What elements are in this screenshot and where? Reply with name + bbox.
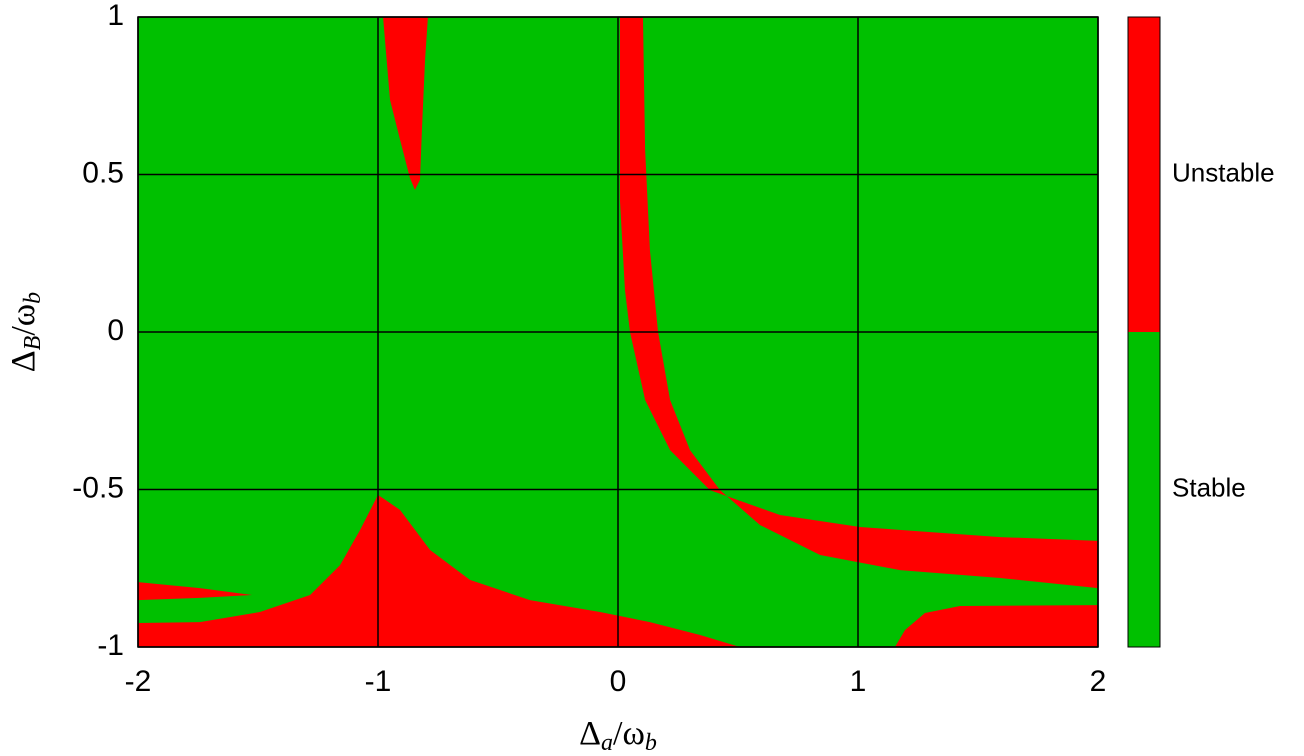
colorbar-frame [1127,16,1161,648]
x-tick-label: -2 [125,665,152,698]
unstable-region [138,582,252,601]
x-tick-label: 2 [1090,665,1107,698]
x-axis-label: Δa/ωb [579,715,657,756]
unstable-region [894,605,1098,647]
y-tick-label: 0 [107,314,124,347]
y-tick-label: -1 [97,629,124,662]
plot-frame [137,16,1099,648]
colorbar-segment [1128,332,1160,647]
x-tick-label: 0 [610,665,627,698]
y-tick-label: 0.5 [82,156,124,189]
y-axis-label: ΔB/ωb [5,292,46,372]
colorbar-label: Stable [1172,472,1246,502]
x-tick-label: 1 [850,665,867,698]
y-tick-label: 1 [107,0,124,32]
colorbar-segment [1128,17,1160,332]
unstable-region [138,494,740,647]
y-tick-label: -0.5 [72,471,124,504]
colorbar-label: Unstable [1172,157,1275,187]
unstable-region [383,17,428,190]
x-tick-label: -1 [365,665,392,698]
